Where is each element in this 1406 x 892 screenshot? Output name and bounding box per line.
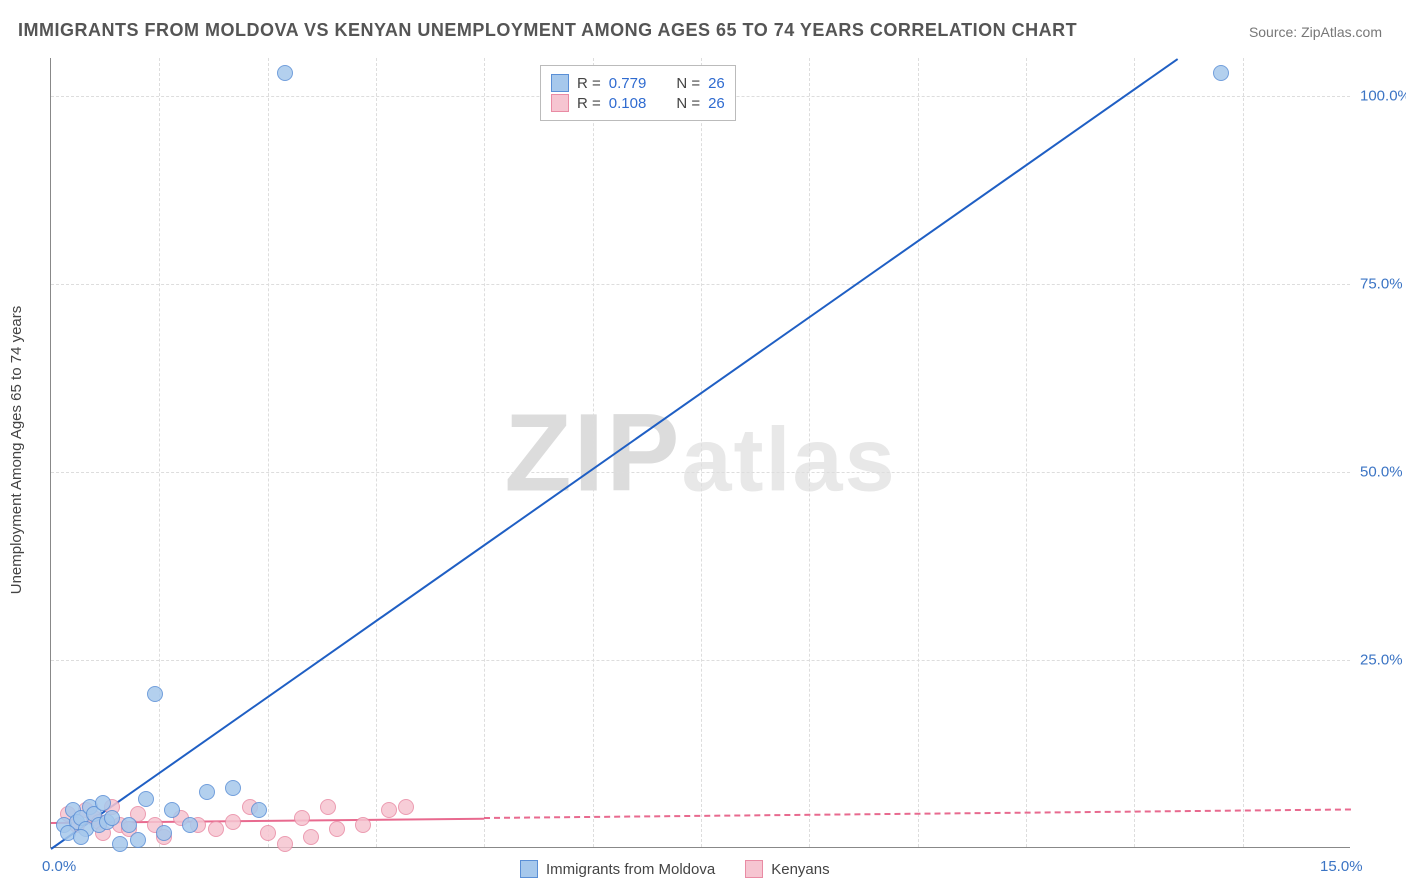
n-value: 26: [708, 95, 725, 112]
scatter-point: [104, 810, 120, 826]
legend-swatch: [551, 94, 569, 112]
y-axis-label: Unemployment Among Ages 65 to 74 years: [8, 306, 25, 595]
y-tick-label: 50.0%: [1360, 463, 1406, 480]
x-tick-label: 15.0%: [1320, 858, 1363, 875]
scatter-point: [303, 829, 319, 845]
scatter-point: [112, 836, 128, 852]
vgrid-line: [484, 58, 485, 847]
legend-swatch: [551, 74, 569, 92]
scatter-point: [147, 686, 163, 702]
vgrid-line: [1243, 58, 1244, 847]
r-value: 0.108: [609, 95, 647, 112]
y-tick-label: 75.0%: [1360, 275, 1406, 292]
legend-series: Immigrants from Moldova Kenyans: [520, 860, 830, 878]
scatter-point: [225, 780, 241, 796]
legend-swatch: [520, 860, 538, 878]
plot-area: ZIPatlas 25.0%50.0%75.0%100.0%: [50, 58, 1350, 848]
watermark-atlas: atlas: [681, 409, 896, 512]
scatter-point: [225, 814, 241, 830]
scatter-point: [164, 802, 180, 818]
source-label: Source: ZipAtlas.com: [1249, 24, 1382, 40]
n-label: N =: [676, 95, 700, 112]
legend-series-item: Kenyans: [745, 860, 829, 878]
y-tick-label: 25.0%: [1360, 651, 1406, 668]
chart-title: IMMIGRANTS FROM MOLDOVA VS KENYAN UNEMPL…: [18, 20, 1077, 41]
y-tick-label: 100.0%: [1360, 87, 1406, 104]
legend-correlation: R = 0.779 N = 26 R = 0.108 N = 26: [540, 65, 736, 121]
vgrid-line: [809, 58, 810, 847]
n-value: 26: [708, 75, 725, 92]
scatter-point: [251, 802, 267, 818]
legend-swatch: [745, 860, 763, 878]
legend-series-label: Immigrants from Moldova: [546, 861, 715, 878]
scatter-point: [121, 817, 137, 833]
vgrid-line: [701, 58, 702, 847]
n-label: N =: [676, 75, 700, 92]
vgrid-line: [268, 58, 269, 847]
r-label: R =: [577, 95, 601, 112]
scatter-point: [277, 836, 293, 852]
scatter-point: [355, 817, 371, 833]
scatter-point: [381, 802, 397, 818]
trend-line: [50, 58, 1178, 850]
scatter-point: [73, 829, 89, 845]
scatter-point: [95, 795, 111, 811]
scatter-point: [329, 821, 345, 837]
scatter-point: [320, 799, 336, 815]
scatter-point: [277, 65, 293, 81]
scatter-point: [398, 799, 414, 815]
scatter-point: [260, 825, 276, 841]
vgrid-line: [159, 58, 160, 847]
x-tick-label: 0.0%: [42, 858, 76, 875]
scatter-point: [208, 821, 224, 837]
vgrid-line: [1134, 58, 1135, 847]
legend-series-item: Immigrants from Moldova: [520, 860, 715, 878]
scatter-point: [130, 832, 146, 848]
legend-correlation-row: R = 0.779 N = 26: [551, 74, 725, 92]
legend-series-label: Kenyans: [771, 861, 829, 878]
legend-correlation-row: R = 0.108 N = 26: [551, 94, 725, 112]
scatter-point: [1213, 65, 1229, 81]
vgrid-line: [1026, 58, 1027, 847]
scatter-point: [182, 817, 198, 833]
r-value: 0.779: [609, 75, 647, 92]
vgrid-line: [376, 58, 377, 847]
scatter-point: [199, 784, 215, 800]
scatter-point: [156, 825, 172, 841]
scatter-point: [138, 791, 154, 807]
vgrid-line: [593, 58, 594, 847]
scatter-point: [294, 810, 310, 826]
vgrid-line: [918, 58, 919, 847]
r-label: R =: [577, 75, 601, 92]
